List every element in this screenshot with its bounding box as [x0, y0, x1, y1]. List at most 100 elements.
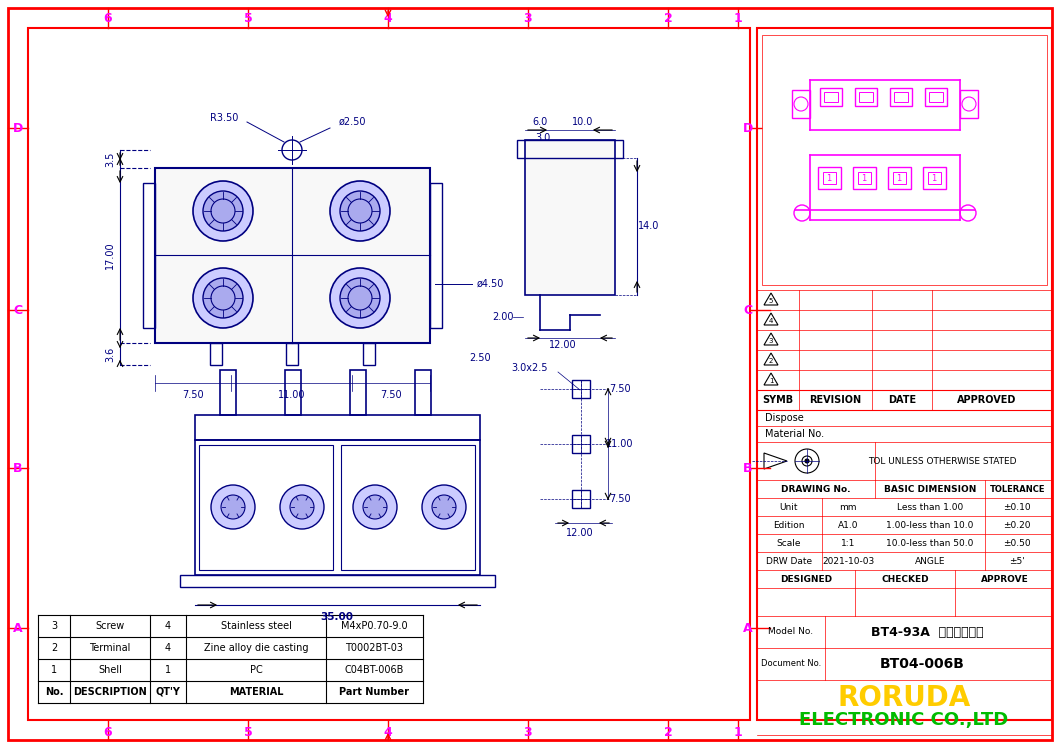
Text: RORUDA: RORUDA	[837, 684, 971, 712]
Circle shape	[340, 278, 379, 318]
Text: SYMB: SYMB	[762, 395, 794, 405]
Text: 35.00: 35.00	[320, 612, 353, 622]
Text: 4: 4	[165, 643, 171, 653]
Text: A: A	[743, 622, 753, 634]
Bar	[195, 440, 480, 575]
Circle shape	[340, 191, 379, 231]
Text: mm: mm	[840, 503, 856, 512]
Text: PC: PC	[249, 665, 263, 675]
Text: 12.00: 12.00	[549, 340, 577, 350]
Text: Screw: Screw	[95, 621, 125, 631]
Circle shape	[363, 495, 387, 519]
Text: 6: 6	[104, 726, 112, 740]
Bar	[890, 88, 912, 106]
Bar	[341, 445, 475, 570]
Bar	[888, 167, 911, 189]
Text: 5: 5	[244, 726, 252, 740]
Text: DRAWING No.: DRAWING No.	[781, 485, 851, 494]
Bar	[286, 343, 298, 365]
Bar	[792, 90, 810, 118]
Bar	[210, 343, 222, 365]
Text: 3.0: 3.0	[535, 133, 550, 143]
Text: DESCRIPTION: DESCRIPTION	[73, 687, 147, 697]
Bar	[517, 140, 623, 158]
Bar	[363, 343, 375, 365]
Bar	[195, 415, 480, 440]
Bar	[525, 140, 615, 295]
Text: 7.50: 7.50	[610, 384, 631, 394]
Text: 3: 3	[768, 338, 773, 344]
Bar	[823, 172, 836, 184]
Bar	[762, 35, 1047, 285]
Text: ELECTRONIC CO.,LTD: ELECTRONIC CO.,LTD	[799, 711, 1009, 729]
Text: 3.6: 3.6	[105, 346, 114, 361]
Bar	[430, 183, 442, 328]
Bar	[572, 435, 590, 453]
Text: 1: 1	[734, 11, 742, 25]
Text: Shell: Shell	[99, 665, 122, 675]
Text: MATERIAL: MATERIAL	[229, 687, 283, 697]
Text: 6.0: 6.0	[532, 117, 548, 127]
Text: Document No.: Document No.	[761, 660, 822, 669]
Circle shape	[193, 181, 253, 241]
Text: 2: 2	[664, 726, 672, 740]
Text: No.: No.	[45, 687, 64, 697]
Text: APPROVE: APPROVE	[982, 574, 1029, 583]
Circle shape	[204, 191, 243, 231]
Text: 3.5: 3.5	[105, 151, 114, 167]
Bar	[820, 88, 842, 106]
Text: TOL UNLESS OTHERWISE STATED: TOL UNLESS OTHERWISE STATED	[868, 456, 1017, 465]
Bar	[893, 172, 906, 184]
Circle shape	[805, 459, 809, 463]
Bar	[285, 370, 301, 415]
Text: TOLERANCE: TOLERANCE	[990, 485, 1046, 494]
Bar	[416, 370, 431, 415]
Bar	[143, 183, 155, 328]
Text: DESIGNED: DESIGNED	[780, 574, 832, 583]
Text: 1: 1	[734, 726, 742, 740]
Text: ANGLE: ANGLE	[915, 557, 946, 565]
Bar	[818, 167, 841, 189]
Bar	[350, 370, 366, 415]
Text: 2: 2	[51, 643, 57, 653]
Text: 3: 3	[51, 621, 57, 631]
Text: A1.0: A1.0	[837, 521, 859, 530]
Text: 10.0-less than 50.0: 10.0-less than 50.0	[886, 539, 974, 548]
Text: Unit: Unit	[780, 503, 798, 512]
Text: Material No.: Material No.	[765, 429, 824, 439]
Text: Edition: Edition	[773, 521, 805, 530]
Text: M4xP0.70-9.0: M4xP0.70-9.0	[340, 621, 407, 631]
Circle shape	[204, 278, 243, 318]
Text: Part Number: Part Number	[339, 687, 409, 697]
Text: 4: 4	[384, 11, 392, 25]
Text: 1: 1	[932, 174, 937, 183]
Text: ø2.50: ø2.50	[338, 117, 366, 127]
Circle shape	[282, 140, 302, 160]
Text: CHECKED: CHECKED	[881, 574, 929, 583]
Bar	[858, 172, 871, 184]
Text: D: D	[743, 121, 753, 135]
Circle shape	[220, 495, 245, 519]
Text: 1.00-less than 10.0: 1.00-less than 10.0	[886, 521, 974, 530]
Text: 2.50: 2.50	[470, 353, 491, 363]
Text: 1: 1	[897, 174, 902, 183]
Text: ±0.50: ±0.50	[1003, 539, 1030, 548]
Text: 7.50: 7.50	[381, 390, 402, 400]
Text: 2021-10-03: 2021-10-03	[822, 557, 874, 565]
Text: 2: 2	[664, 11, 672, 25]
Circle shape	[353, 485, 398, 529]
Bar	[757, 28, 1052, 720]
Circle shape	[280, 485, 324, 529]
Text: Model No.: Model No.	[768, 628, 814, 637]
Text: Zine alloy die casting: Zine alloy die casting	[204, 643, 308, 653]
Bar	[220, 370, 236, 415]
Text: Stainless steel: Stainless steel	[220, 621, 292, 631]
Circle shape	[330, 181, 390, 241]
Text: ±0.10: ±0.10	[1003, 503, 1030, 512]
Text: 14.0: 14.0	[638, 221, 659, 231]
Text: 11.00: 11.00	[606, 439, 634, 449]
Text: 1: 1	[827, 174, 832, 183]
Text: Less than 1.00: Less than 1.00	[897, 503, 964, 512]
Text: 6: 6	[104, 11, 112, 25]
Bar	[28, 28, 750, 720]
